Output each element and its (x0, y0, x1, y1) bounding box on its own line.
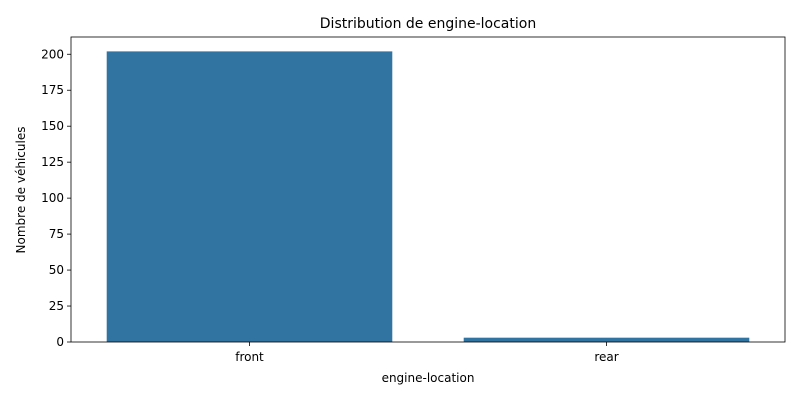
x-tick-label: rear (594, 350, 618, 364)
plot-frame (70, 36, 786, 343)
bar-front (106, 51, 393, 343)
y-tick-label: 50 (49, 263, 64, 277)
y-tick-label: 175 (41, 83, 64, 97)
y-tick-label: 0 (56, 335, 64, 349)
y-tick-label: 200 (41, 47, 64, 61)
y-tick-label: 100 (41, 191, 64, 205)
x-axis-title: engine-location (382, 371, 475, 385)
chart-title: Distribution de engine-location (320, 16, 536, 32)
y-axis-title: Nombre de véhicules (14, 127, 28, 254)
y-tick-label: 125 (41, 155, 64, 169)
bar-rear (463, 337, 750, 342)
plot-area: 0 25 50 75 100 125 150 175 200 front rear (41, 36, 786, 364)
y-tick-label: 150 (41, 119, 64, 133)
y-tick-label: 75 (49, 227, 64, 241)
y-tick-label: 25 (49, 299, 64, 313)
x-tick-label: front (235, 350, 264, 364)
